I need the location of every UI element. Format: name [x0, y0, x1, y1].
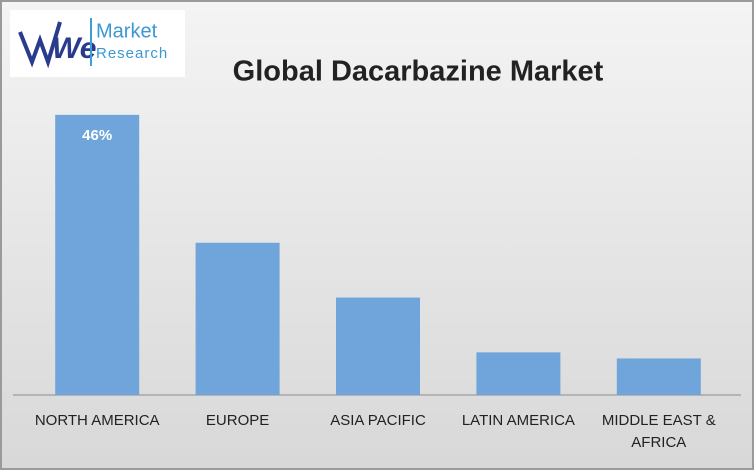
bar [55, 114, 140, 396]
bar [195, 242, 280, 395]
logo-arrows [18, 21, 62, 69]
logo-mark: We [52, 32, 96, 65]
x-tick-label: NORTH AMERICA [34, 412, 160, 429]
bar [616, 358, 701, 395]
x-tick-label: MIDDLE EAST & AFRICA [601, 412, 716, 451]
chart-title: Global Dacarbazine Market [233, 56, 604, 88]
x-tick-label: LATIN AMERICA [461, 412, 575, 429]
logo-name: Market [96, 20, 158, 42]
bar [336, 297, 420, 395]
x-tick-label: ASIA PACIFIC [330, 412, 426, 429]
bar [476, 352, 561, 395]
x-tick-label: EUROPE [205, 412, 270, 429]
logo-tagline: Research [96, 45, 168, 62]
data-label: 46% [82, 127, 112, 144]
